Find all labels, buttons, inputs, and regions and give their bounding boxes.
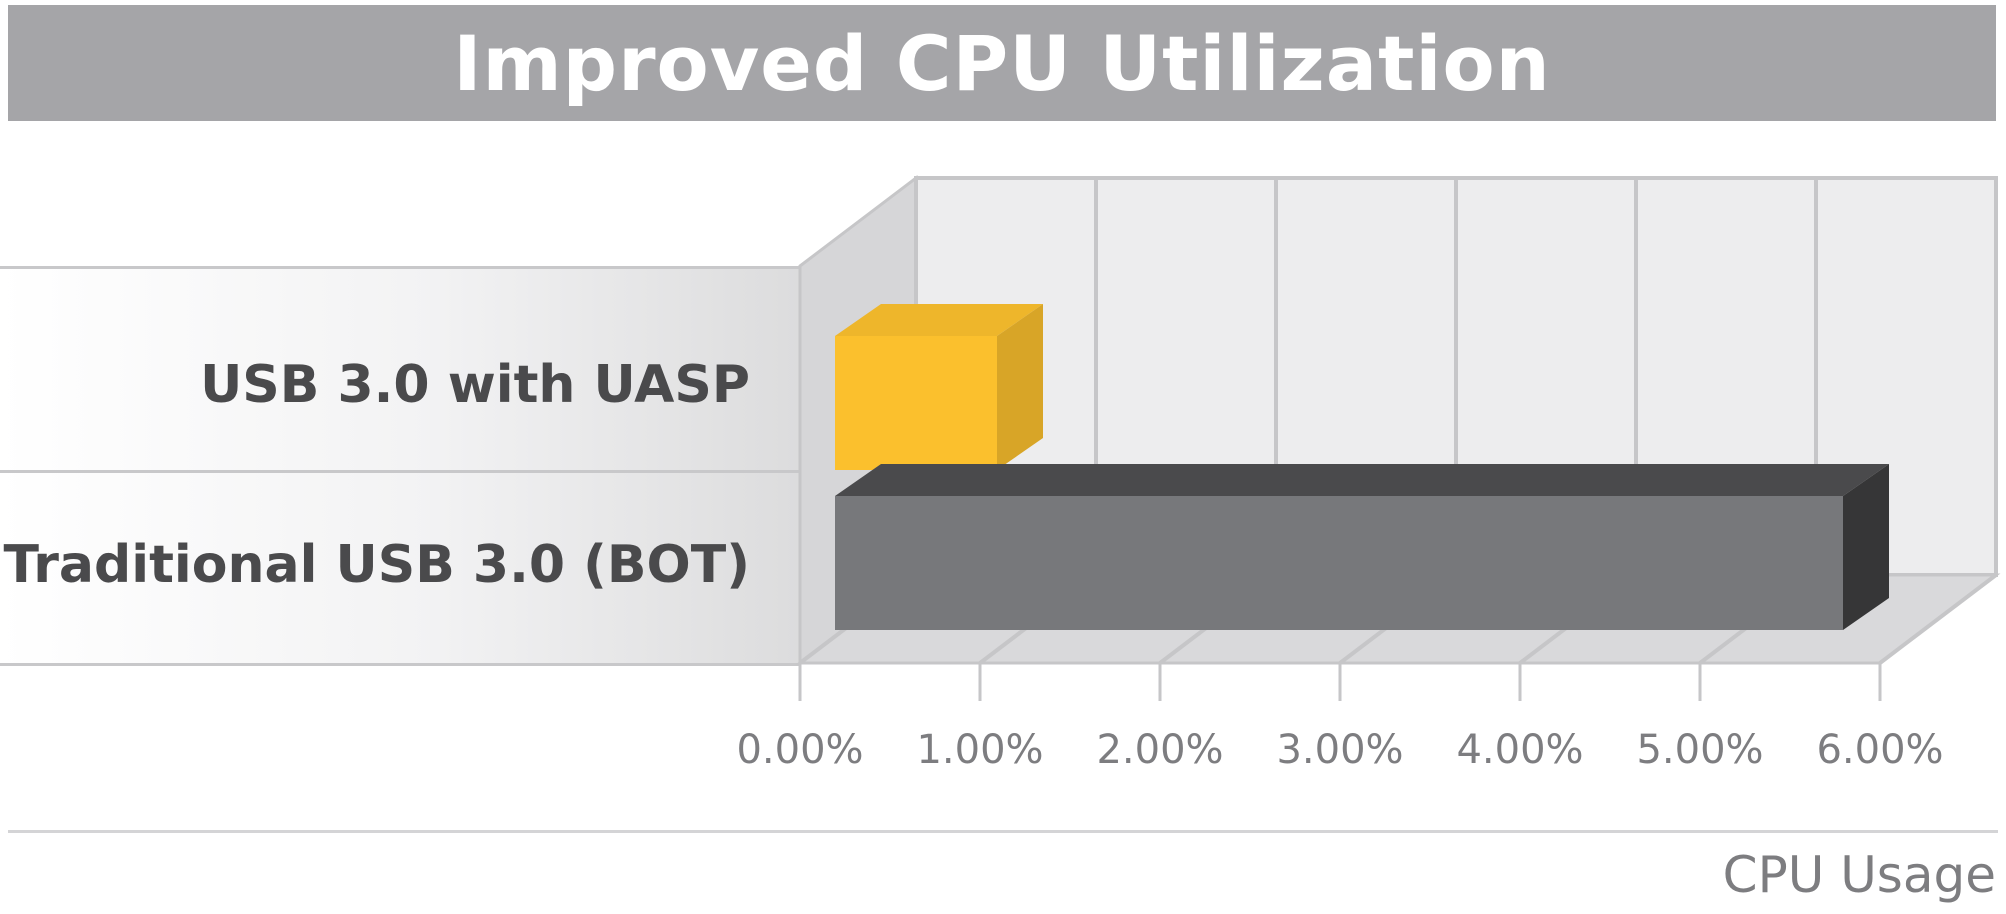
bar	[835, 336, 997, 470]
x-tick-label: 5.00%	[1636, 727, 1763, 773]
bar-side-face	[1843, 464, 1889, 630]
floor-gridline	[1878, 573, 1998, 665]
chart-title-bar: Improved CPU Utilization	[8, 5, 1996, 121]
x-tick-label: 2.00%	[1096, 727, 1223, 773]
band-middle-line	[0, 470, 830, 473]
x-tick-label: 1.00%	[916, 727, 1043, 773]
bar	[835, 496, 1843, 630]
category-label: Traditional USB 3.0 (BOT)	[3, 535, 750, 595]
band-bottom-line	[0, 663, 800, 666]
bottom-rule	[8, 830, 1998, 833]
category-label: USB 3.0 with UASP	[200, 355, 750, 415]
band-top-line	[0, 266, 800, 269]
x-tick-label: 4.00%	[1456, 727, 1583, 773]
x-tick-label: 6.00%	[1816, 727, 1943, 773]
bar-side-face	[997, 304, 1043, 470]
chart-title: Improved CPU Utilization	[453, 18, 1551, 108]
x-tick-label: 3.00%	[1276, 727, 1403, 773]
x-axis-title: CPU Usage	[1722, 846, 1996, 904]
bar-top-face	[835, 304, 1043, 336]
bar-top-face	[835, 464, 1889, 496]
category-label-band	[0, 268, 800, 664]
x-tick-label: 0.00%	[736, 727, 863, 773]
